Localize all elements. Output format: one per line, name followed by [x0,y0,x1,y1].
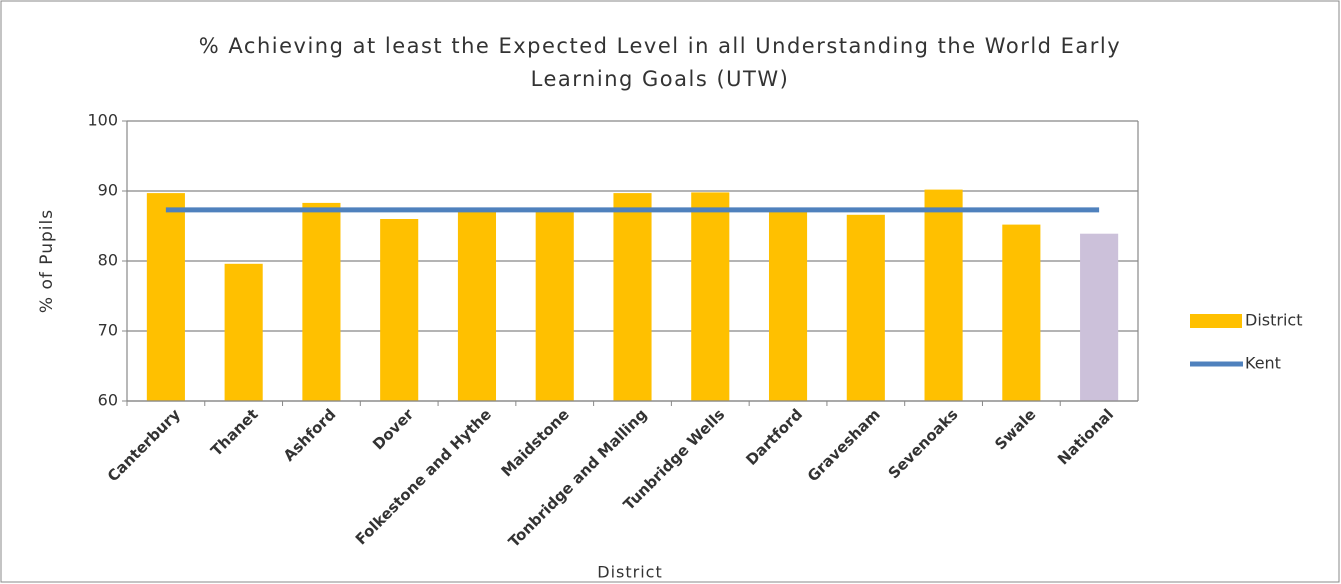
bar [924,189,963,401]
legend-swatch [1190,314,1242,328]
bar [846,214,885,401]
y-tick-label: 100 [87,111,118,130]
bar [224,263,263,401]
bar [1080,233,1119,401]
bar [1002,224,1041,401]
y-tick-label: 60 [98,391,118,410]
bar [535,209,574,401]
bar [691,192,730,401]
bar [146,193,185,401]
chart-title: % Achieving at least the Expected Level … [198,34,1122,91]
y-tick-label: 70 [98,321,118,340]
legend-label: District [1245,311,1302,330]
y-tick-label: 90 [98,181,118,200]
bar [457,209,497,401]
bar [380,219,419,401]
bar [768,209,808,401]
bar [613,193,652,401]
x-axis-label: District [597,563,662,582]
bar [302,202,341,401]
y-axis-label: % of Pupils [37,209,57,313]
y-tick-label: 80 [98,251,118,270]
legend-label: Kent [1245,354,1281,373]
